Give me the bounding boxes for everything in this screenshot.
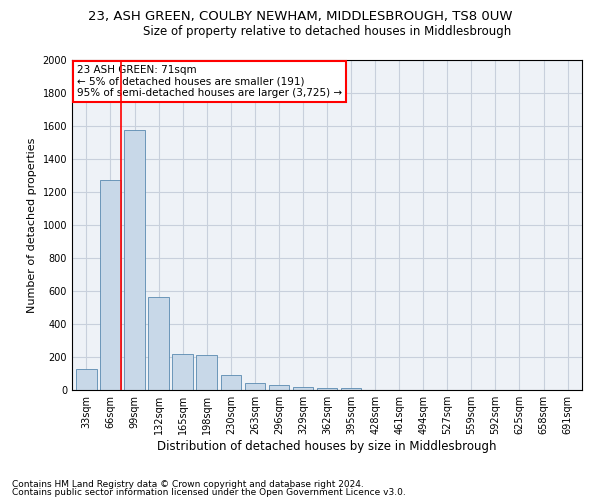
Bar bbox=[148, 297, 169, 390]
Bar bbox=[100, 180, 121, 390]
Bar bbox=[76, 368, 97, 390]
Title: Size of property relative to detached houses in Middlesbrough: Size of property relative to detached ho… bbox=[143, 25, 511, 38]
Bar bbox=[341, 388, 361, 390]
Text: Contains public sector information licensed under the Open Government Licence v3: Contains public sector information licen… bbox=[12, 488, 406, 497]
Text: 23, ASH GREEN, COULBY NEWHAM, MIDDLESBROUGH, TS8 0UW: 23, ASH GREEN, COULBY NEWHAM, MIDDLESBRO… bbox=[88, 10, 512, 23]
Bar bbox=[221, 375, 241, 390]
X-axis label: Distribution of detached houses by size in Middlesbrough: Distribution of detached houses by size … bbox=[157, 440, 497, 453]
Bar bbox=[124, 130, 145, 390]
Bar bbox=[245, 382, 265, 390]
Bar bbox=[293, 386, 313, 390]
Bar bbox=[172, 354, 193, 390]
Y-axis label: Number of detached properties: Number of detached properties bbox=[27, 138, 37, 312]
Bar bbox=[196, 354, 217, 390]
Text: 23 ASH GREEN: 71sqm
← 5% of detached houses are smaller (191)
95% of semi-detach: 23 ASH GREEN: 71sqm ← 5% of detached hou… bbox=[77, 65, 342, 98]
Text: Contains HM Land Registry data © Crown copyright and database right 2024.: Contains HM Land Registry data © Crown c… bbox=[12, 480, 364, 489]
Bar bbox=[269, 385, 289, 390]
Bar bbox=[317, 388, 337, 390]
